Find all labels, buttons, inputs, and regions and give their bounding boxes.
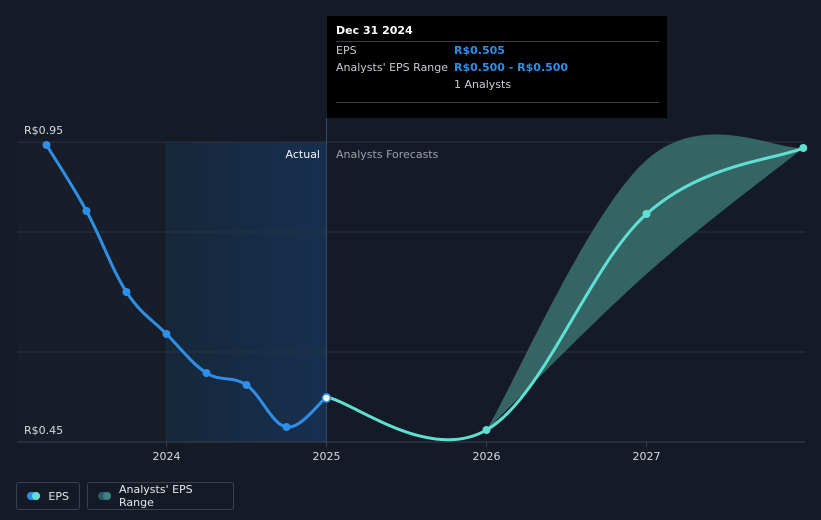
- tooltip: Dec 31 2024 EPS R$0.505 Analysts' EPS Ra…: [327, 16, 667, 118]
- forecast-eps-line: [325, 146, 805, 442]
- legend-eps-label: EPS: [48, 489, 69, 503]
- eps-point-layer: [42, 141, 808, 434]
- x-tick-label-3: 2027: [633, 450, 661, 463]
- x-tick-layer: 2024 2025 2026 2027: [153, 442, 661, 463]
- x-tick-label-1: 2025: [313, 450, 341, 463]
- actual-period-shade: [166, 142, 327, 442]
- forecast-region-label: Analysts Forecasts: [336, 148, 439, 161]
- forecast-eps-point-3: [799, 144, 808, 152]
- tooltip-eps-value: R$0.505: [454, 44, 505, 57]
- tooltip-divider: [336, 102, 659, 103]
- actual-shade-layer: [17, 142, 327, 442]
- tooltip-range-value: R$0.500 - R$0.500: [454, 61, 569, 74]
- range-band-layer: [486, 134, 804, 430]
- actual-eps-point-5: [242, 381, 251, 389]
- actual-eps-point-1: [82, 207, 91, 215]
- x-tick-label-0: 2024: [153, 450, 181, 463]
- y-top-label: R$0.95: [24, 124, 63, 137]
- pre-period-shade: [17, 142, 167, 442]
- forecast-eps-point-2: [642, 210, 651, 218]
- actual-eps-point-0: [42, 141, 51, 149]
- tooltip-eps-row: EPS R$0.505: [336, 41, 659, 59]
- actual-eps-point-2: [122, 288, 131, 296]
- eps-swatch-icon: [27, 492, 41, 500]
- actual-region-label: Actual: [286, 148, 320, 161]
- legend-eps-button[interactable]: EPS: [16, 482, 80, 510]
- tooltip-analysts-row: 1 Analysts: [336, 76, 659, 93]
- legend-range-label: Analysts' EPS Range: [119, 483, 193, 509]
- actual-eps-point-3: [162, 330, 171, 338]
- tooltip-range-label: Analysts' EPS Range: [336, 61, 449, 74]
- tooltip-analysts-count: 1 Analysts: [454, 78, 512, 91]
- analyst-range-band: [486, 134, 804, 430]
- actual-eps-point-6: [282, 423, 291, 431]
- x-tick-label-2: 2026: [473, 450, 501, 463]
- label-layer: R$0.95 R$0.45 Actual Analysts Forecasts: [24, 124, 439, 437]
- range-swatch-icon: [98, 492, 111, 500]
- tooltip-range-row: Analysts' EPS Range R$0.500 - R$0.500: [336, 59, 659, 76]
- y-bottom-label: R$0.45: [24, 424, 63, 437]
- actual-eps-point-4: [202, 369, 211, 377]
- legend-range-button[interactable]: Analysts' EPS Range: [87, 482, 234, 510]
- hover-point: [321, 393, 332, 403]
- tooltip-date: Dec 31 2024: [336, 24, 413, 37]
- tooltip-eps-label: EPS: [336, 44, 357, 57]
- forecast-eps-point-1: [482, 426, 491, 434]
